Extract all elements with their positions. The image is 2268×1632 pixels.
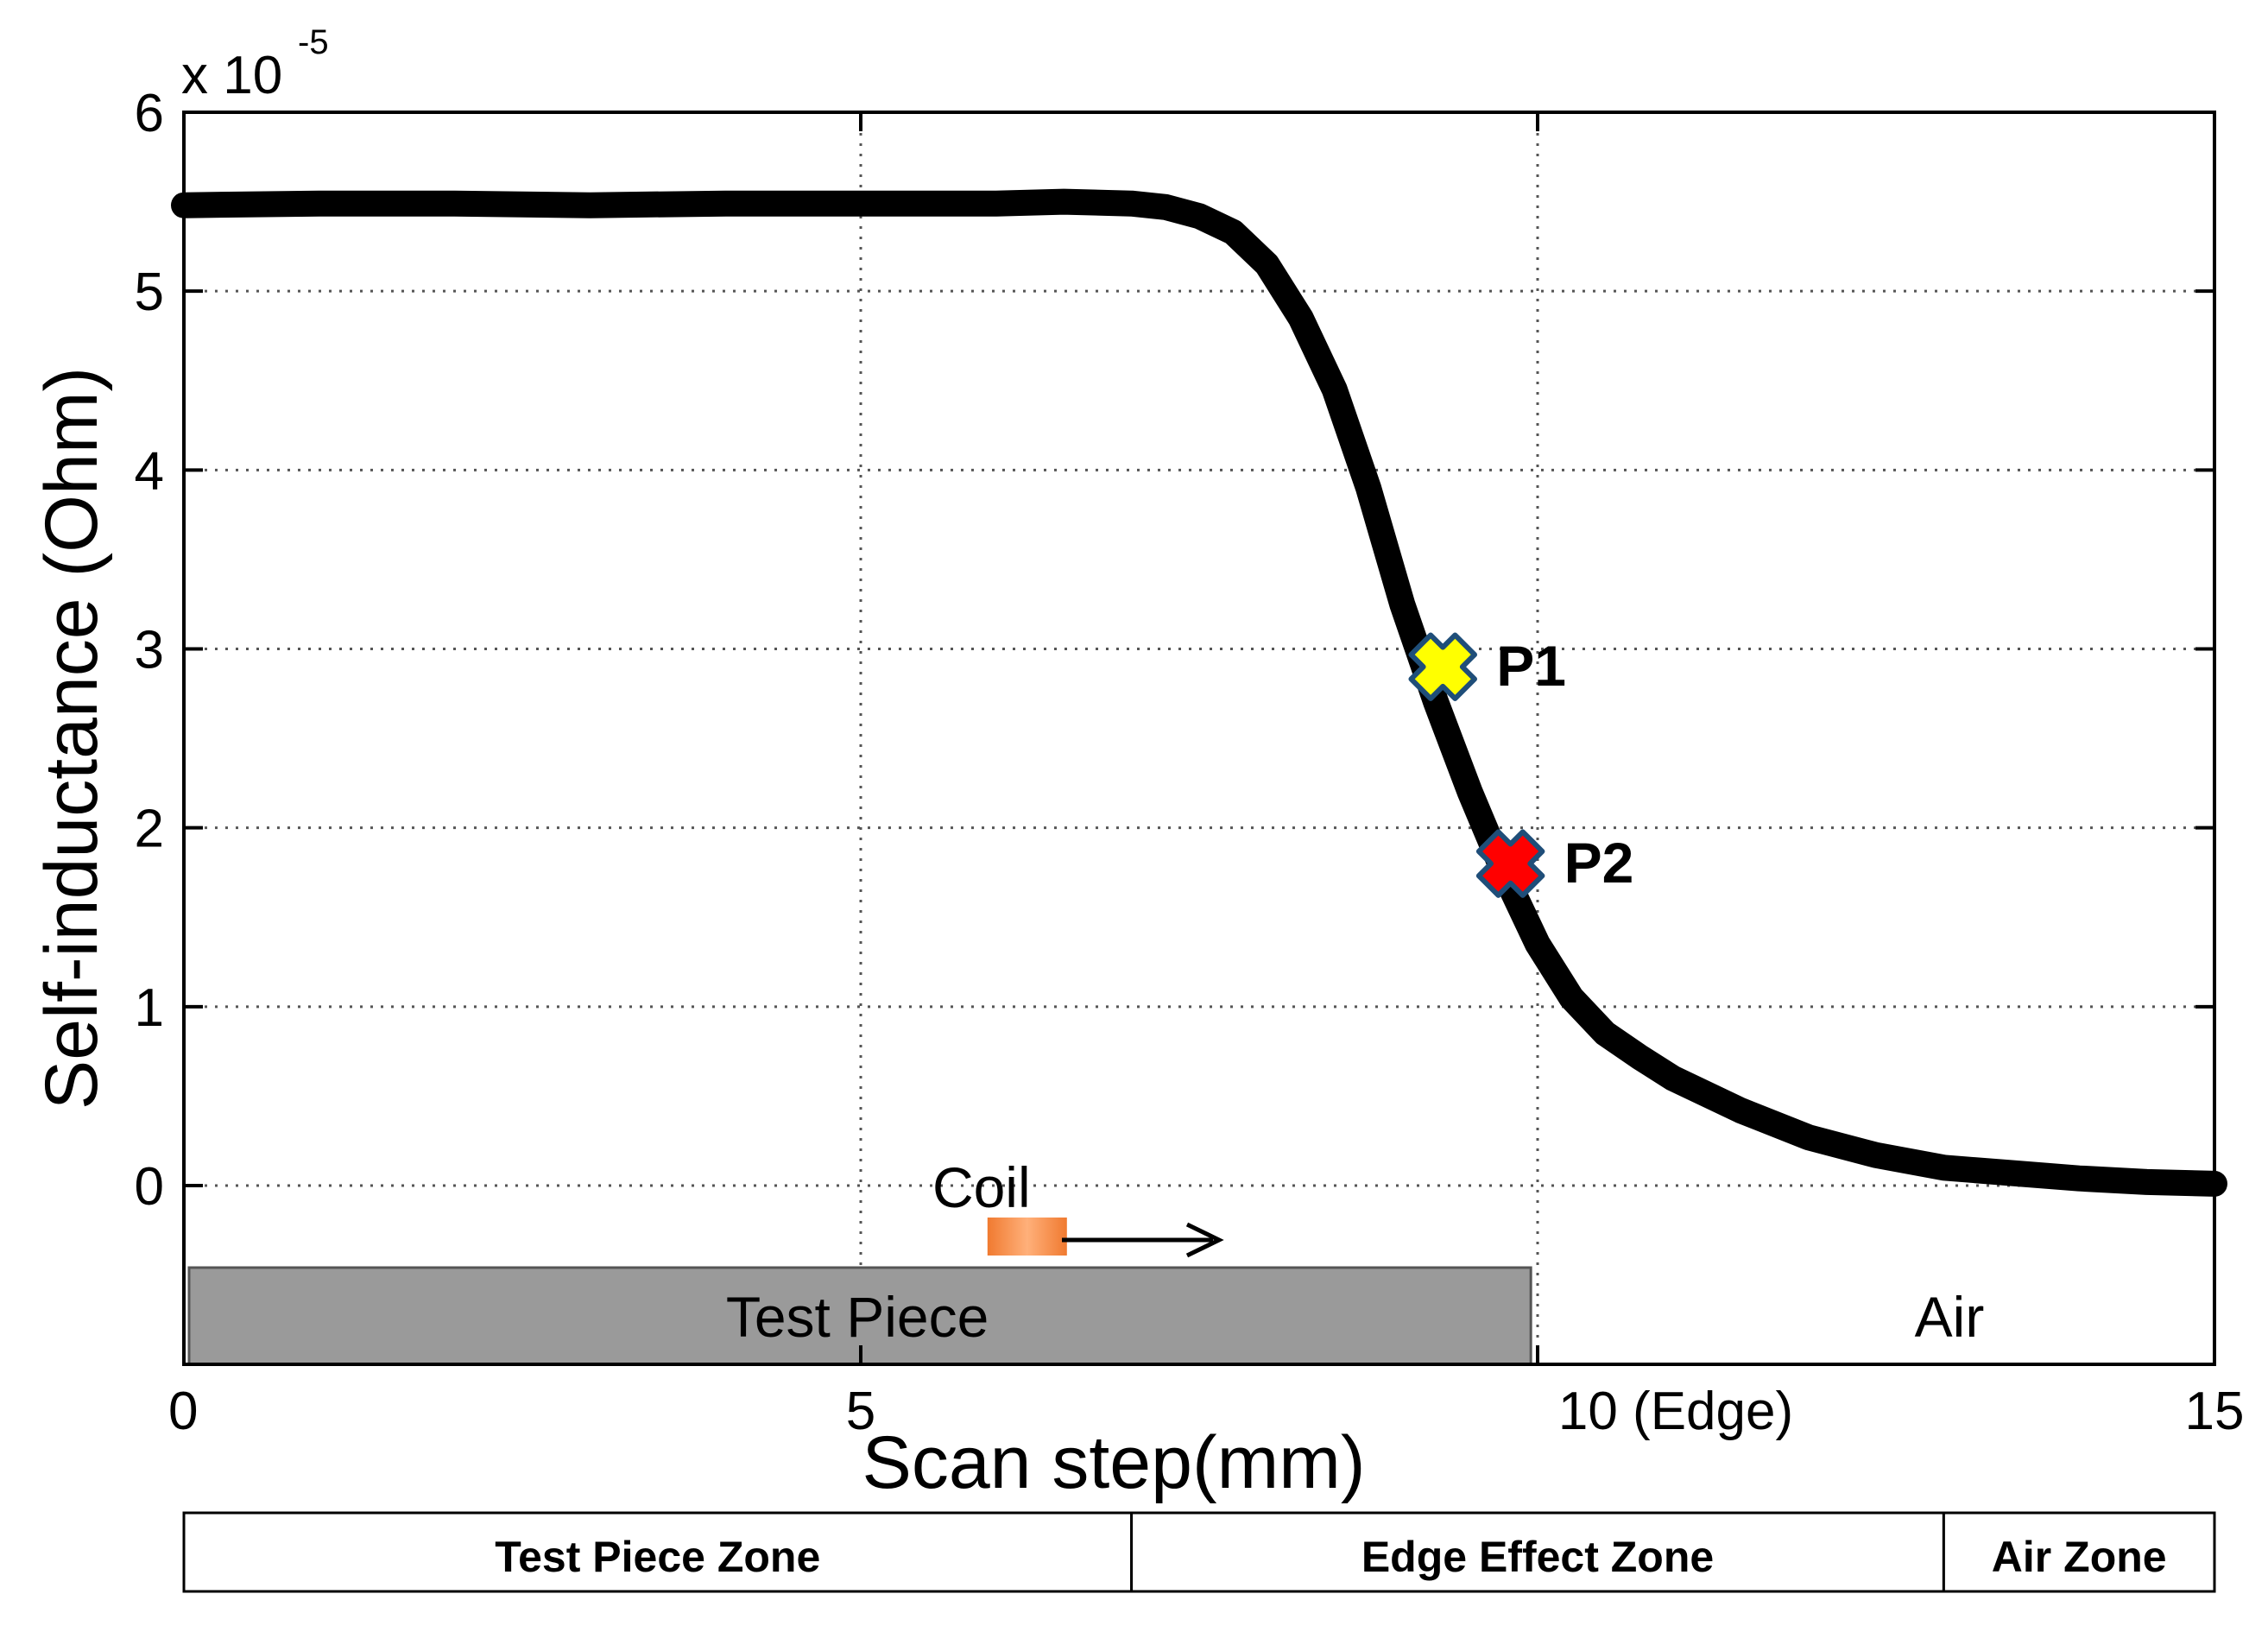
y-tick-label: 5: [135, 263, 164, 322]
arrow-right-icon: [1062, 1222, 1224, 1258]
zone-cell: [182, 1511, 1134, 1593]
cross-icon: [1475, 829, 1545, 898]
y-tick-label: 0: [135, 1157, 164, 1217]
x-tick-label: 15: [2185, 1382, 2245, 1441]
cross-icon: [1408, 632, 1478, 701]
grid-lines: [184, 112, 2214, 1364]
point-marker: [1408, 632, 1478, 701]
point-label: P1: [1496, 634, 1566, 698]
y-tick-label: 3: [135, 621, 164, 680]
zone-bar: Test Piece Zone Edge Effect Zone Air Zone: [182, 1511, 2216, 1593]
coil-label: Coil: [932, 1155, 1031, 1219]
series-layer: [171, 188, 2227, 1197]
y-tick-label: 4: [135, 441, 164, 501]
axes-frame: [182, 111, 2216, 1366]
zone-label: Edge Effect Zone: [1361, 1533, 1714, 1581]
x-tick-label: 0: [168, 1382, 198, 1441]
plot-area: [184, 112, 2214, 1364]
series-line: [171, 188, 2227, 1197]
y-tick-label: 1: [135, 978, 164, 1038]
x-tick-label: 10 (Edge): [1558, 1382, 1793, 1441]
test-piece-label: Test Piece: [726, 1285, 989, 1349]
y-axis-label: Self-inductance (Ohm): [30, 367, 113, 1110]
zone-label: Air Zone: [1992, 1533, 2167, 1581]
y-scale-exponent: -5: [298, 23, 329, 61]
air-label: Air: [1915, 1285, 1985, 1349]
point-label: P2: [1564, 831, 1634, 895]
x-axis-label: Scan step(mm): [862, 1421, 1365, 1504]
arrow-head: [1185, 1222, 1224, 1258]
x-tick-label: 5: [846, 1382, 875, 1441]
y-tick-label: 2: [135, 800, 164, 859]
zone-label: Test Piece Zone: [495, 1533, 820, 1581]
marked-points: P1 P2: [1408, 632, 1634, 898]
point-marker: [1475, 829, 1545, 898]
y-scale-label: x 10: [181, 46, 282, 105]
zone-cell: [1942, 1511, 2216, 1593]
zone-cell: [1130, 1511, 1945, 1593]
y-tick-label: 6: [135, 84, 164, 143]
coil-icon: [987, 1218, 1067, 1256]
axis-ticks: 0 1 2 3 4 5 6 0 5 10 (Edge) 15: [135, 84, 2245, 1441]
